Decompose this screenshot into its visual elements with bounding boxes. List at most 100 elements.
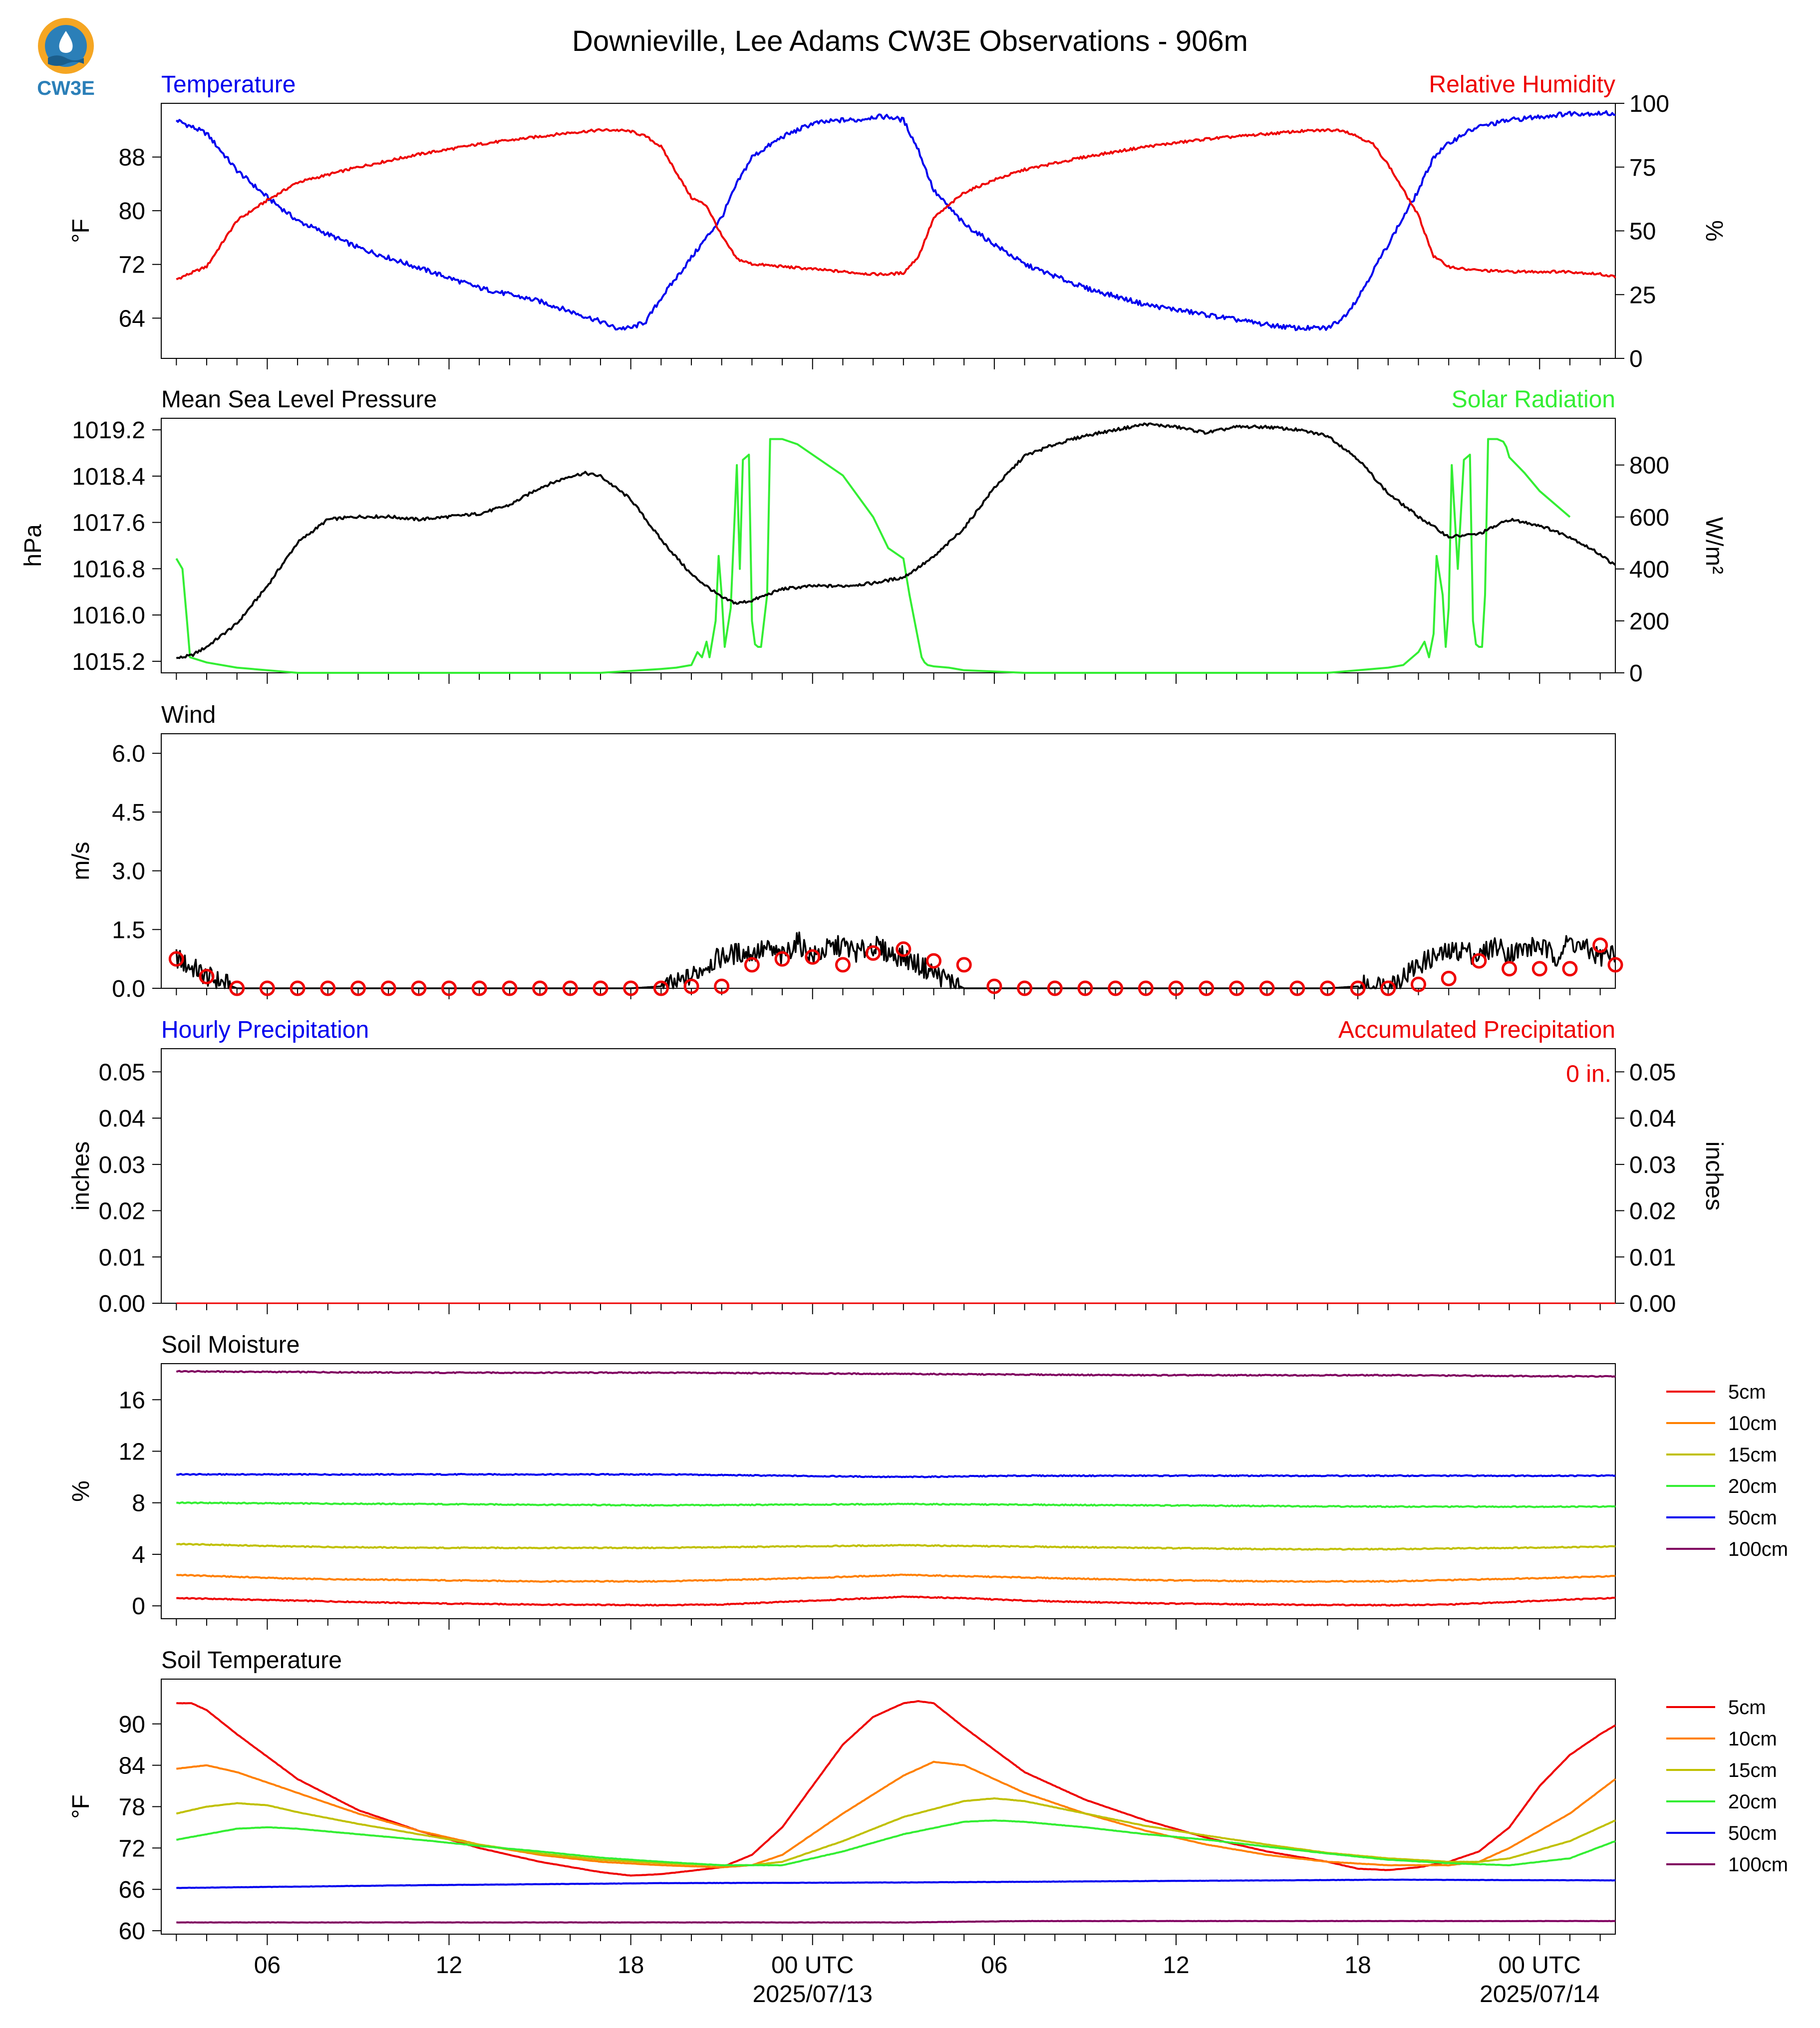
y-tick-label: 1016.8: [72, 556, 145, 582]
wind-gust-marker: [623, 980, 639, 996]
panel-frame: [161, 418, 1616, 673]
wind-gust-marker: [896, 941, 911, 957]
wind-gust-marker: [1502, 961, 1517, 977]
y-tick-label-right: 0.01: [1629, 1244, 1676, 1271]
panel-title-left: Temperature: [161, 71, 296, 98]
y-tick-label: 0.00: [99, 1291, 145, 1317]
panel-5: Soil Moisture 0 4 8 12 16% 5cm 10cm 15cm 20cm 50cm…: [68, 1332, 1788, 1630]
x-tick-label: 00 UTC: [771, 1952, 854, 1979]
wind-gust-marker: [1607, 957, 1623, 973]
wind-speed-line: [175, 931, 1616, 989]
wind-gust-marker: [290, 980, 305, 996]
wind-gust-marker: [350, 980, 366, 996]
wind-gust-marker: [1319, 980, 1335, 996]
cw3e-logo: CW3E: [31, 15, 101, 105]
temperature-line: [175, 110, 1616, 331]
wind-gust-marker: [986, 978, 1002, 994]
y-axis-label-right: inches: [1701, 1142, 1727, 1211]
pressure-line: [176, 422, 1616, 659]
wind-gust-marker: [1138, 980, 1154, 996]
y-tick-label: 78: [119, 1794, 145, 1821]
wind-gust-marker: [259, 980, 275, 996]
y-tick-label: 84: [119, 1753, 145, 1779]
y-tick-label: 66: [119, 1877, 145, 1903]
y-tick-label-right: 0.04: [1629, 1106, 1676, 1132]
y-tick-label: 90: [119, 1712, 145, 1738]
wind-gust-marker: [1592, 937, 1608, 953]
y-tick-label-right: 25: [1629, 282, 1656, 308]
y-tick-label: 1018.4: [72, 464, 145, 490]
y-axis-label: m/s: [68, 842, 94, 880]
legend-entry: 50cm: [1728, 1822, 1777, 1844]
wind-gust-marker: [380, 980, 396, 996]
panel-title-right: Accumulated Precipitation: [1338, 1017, 1615, 1043]
y-axis-label: °F: [68, 1794, 94, 1819]
panel-title-left: Wind: [161, 702, 216, 728]
accumulated-precip-total: 0 in.: [1566, 1061, 1611, 1087]
wind-gust-marker: [199, 968, 215, 984]
wind-gust-marker: [532, 980, 548, 996]
y-tick-label: 0: [132, 1593, 145, 1620]
wind-gust-marker: [956, 957, 972, 973]
y-tick-label-right: 75: [1629, 155, 1656, 181]
wind-gust-marker: [1380, 980, 1396, 996]
y-tick-label: 1019.2: [72, 417, 145, 444]
y-tick-label: 4.5: [112, 800, 145, 826]
y-tick-label: 1017.6: [72, 510, 145, 537]
y-tick-label: 72: [119, 252, 145, 279]
wind-gust-marker: [1047, 980, 1063, 996]
wind-gust-marker: [1350, 980, 1366, 996]
y-tick-label: 60: [119, 1918, 145, 1945]
wind-gust-marker: [1077, 980, 1093, 996]
wind-gust-marker: [1168, 980, 1184, 996]
wind-gust-marker: [562, 980, 578, 996]
wind-gust-marker: [683, 978, 699, 994]
y-tick-label-right: 0: [1629, 660, 1643, 687]
x-tick-label: 12: [1163, 1952, 1189, 1979]
panel-1: Temperature Relative Humidity 64 72 80 88 °F 0 2…: [68, 71, 1727, 372]
y-tick-label-right: 800: [1629, 453, 1669, 479]
wind-gust-marker: [441, 980, 457, 996]
panel-frame: [161, 1679, 1616, 1935]
legend-entry: 5cm: [1728, 1697, 1766, 1719]
y-axis-label: inches: [68, 1142, 94, 1211]
y-tick-label: 1016.0: [72, 602, 145, 629]
panel-frame: [161, 1048, 1616, 1304]
wind-gust-marker: [714, 978, 730, 994]
x-tick-label: 12: [436, 1952, 462, 1979]
legend-entry: 100cm: [1728, 1854, 1788, 1876]
wind-gust-marker: [926, 953, 942, 969]
panel-title-left: Hourly Precipitation: [161, 1017, 369, 1043]
wind-gust-marker: [1259, 980, 1275, 996]
y-tick-label-right: 200: [1629, 608, 1669, 635]
soil-temperature-15cm-line: [176, 1797, 1616, 1867]
y-tick-label: 0.0: [112, 976, 145, 1002]
wind-gust-marker: [1017, 980, 1033, 996]
y-tick-label: 0.04: [99, 1106, 145, 1132]
y-tick-label: 64: [119, 305, 145, 332]
figure-title: Downieville, Lee Adams CW3E Observations…: [572, 25, 1248, 57]
x-tick-label: 00 UTC: [1499, 1952, 1581, 1979]
panel-frame: [161, 733, 1616, 989]
soil-temperature-5cm-line: [176, 1700, 1616, 1877]
soil-moisture-15cm-line: [176, 1542, 1616, 1551]
y-tick-label: 72: [119, 1835, 145, 1862]
x-tick-label: 18: [1344, 1952, 1371, 1979]
y-tick-label-right: 0.05: [1629, 1059, 1676, 1086]
y-tick-label-right: 100: [1629, 91, 1669, 117]
y-tick-label: 80: [119, 198, 145, 225]
soil-moisture-10cm-line: [176, 1573, 1616, 1583]
soil-moisture-100cm-line: [176, 1370, 1616, 1378]
wind-gust-marker: [1531, 961, 1547, 977]
y-tick-label-right: 0.03: [1629, 1152, 1676, 1178]
wind-gust-marker: [1471, 953, 1487, 969]
wind-gust-marker: [168, 951, 184, 967]
y-axis-label: °F: [68, 219, 94, 243]
soil-temperature-50cm-line: [176, 1878, 1616, 1889]
soil-temperature-100cm-line: [176, 1920, 1616, 1924]
x-tick-date-label: 2025/07/13: [753, 1981, 873, 2008]
y-axis-label: %: [68, 1480, 94, 1502]
wind-gust-marker: [593, 980, 608, 996]
x-tick-date-label: 2025/07/14: [1480, 1981, 1599, 2008]
humidity-line: [176, 128, 1616, 281]
